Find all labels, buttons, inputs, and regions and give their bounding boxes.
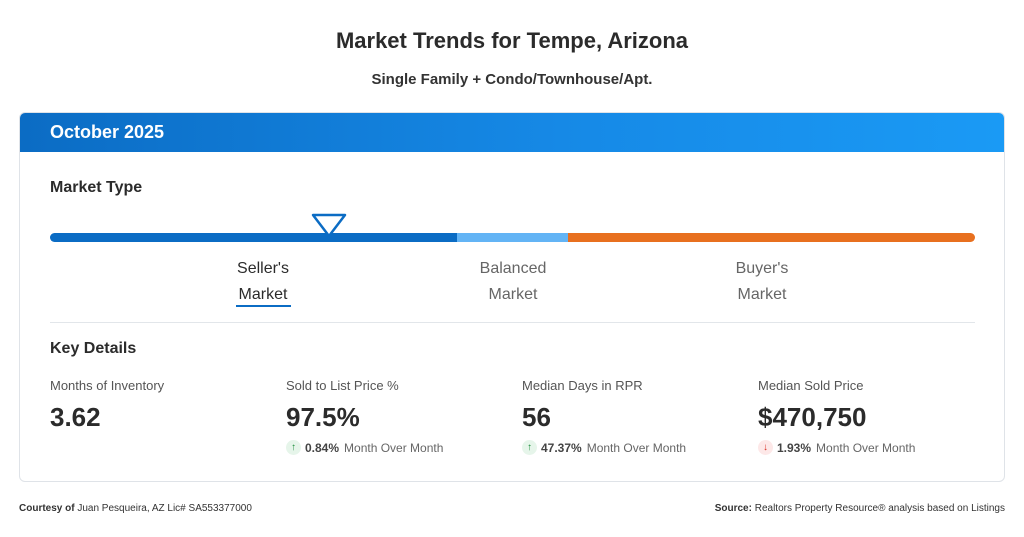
market-type-heading: Market Type [50, 179, 143, 196]
courtesy-footer: Courtesy of Juan Pesqueira, AZ Lic# SA55… [19, 503, 252, 514]
change-percent: 1.93% [777, 440, 812, 455]
market-type-buyer: Buyer's Market [692, 256, 832, 308]
stat-label: Median Sold Price [758, 378, 864, 393]
stat-months-of-inventory: Months of Inventory 3.62 [50, 378, 280, 433]
market-type-seller: Seller's Market [193, 256, 333, 308]
change-percent: 47.37% [541, 440, 582, 455]
market-bar-seller-segment [50, 233, 458, 242]
stat-sold-to-list-price: Sold to List Price % 97.5% ↑ 0.84% Month… [286, 378, 516, 455]
source-footer: Source: Realtors Property Resource® anal… [715, 503, 1005, 514]
change-label: Month Over Month [586, 440, 687, 455]
courtesy-text: Juan Pesqueira, AZ Lic# SA553377000 [77, 503, 252, 514]
stat-median-sold-price: Median Sold Price $470,750 ↓ 1.93% Month… [758, 378, 988, 455]
stat-value: 3.62 [50, 402, 101, 432]
market-type-seller-line2: Market [238, 286, 288, 303]
stat-median-days-in-rpr: Median Days in RPR 56 ↑ 47.37% Month Ove… [522, 378, 752, 455]
selected-market-underline [236, 305, 291, 307]
source-text: Realtors Property Resource® analysis bas… [754, 503, 1005, 514]
arrow-up-icon: ↑ [286, 440, 301, 455]
stat-change: ↑ 47.37% Month Over Month [522, 440, 752, 455]
market-type-balanced-line2: Market [488, 286, 538, 303]
period-label: October 2025 [50, 122, 165, 142]
stat-value: 97.5% [286, 402, 360, 432]
stat-change: ↑ 0.84% Month Over Month [286, 440, 516, 455]
market-type-seller-line1: Seller's [237, 260, 289, 277]
stat-value: 56 [522, 402, 551, 432]
page-subtitle: Single Family + Condo/Townhouse/Apt. [371, 71, 653, 88]
market-bar-buyer-segment [568, 233, 975, 242]
source-label: Source: [714, 503, 752, 514]
market-type-buyer-line1: Buyer's [735, 260, 789, 277]
stat-value: $470,750 [758, 402, 867, 432]
courtesy-label: Courtesy of [19, 503, 75, 514]
change-percent: 0.84% [305, 440, 340, 455]
arrow-down-icon: ↓ [758, 440, 773, 455]
stat-change: ↓ 1.93% Month Over Month [758, 440, 988, 455]
key-details-heading: Key Details [50, 340, 137, 357]
market-bar-balanced-segment [457, 233, 569, 242]
arrow-up-icon: ↑ [522, 440, 537, 455]
stat-label: Median Days in RPR [522, 378, 643, 393]
page-title: Market Trends for Tempe, Arizona [335, 28, 689, 53]
section-divider [50, 322, 975, 323]
market-type-balanced: Balanced Market [443, 256, 583, 308]
change-label: Month Over Month [816, 440, 916, 455]
stat-label: Months of Inventory [50, 378, 165, 393]
market-card: October 2025 Market Type Seller's Market… [19, 112, 1005, 482]
market-type-buyer-line2: Market [737, 286, 787, 303]
card-header: October 2025 [20, 113, 1004, 152]
market-indicator-triangle-icon [311, 213, 347, 238]
change-label: Month Over Month [344, 440, 444, 455]
market-type-balanced-line1: Balanced [479, 260, 547, 277]
stat-label: Sold to List Price % [286, 378, 399, 393]
